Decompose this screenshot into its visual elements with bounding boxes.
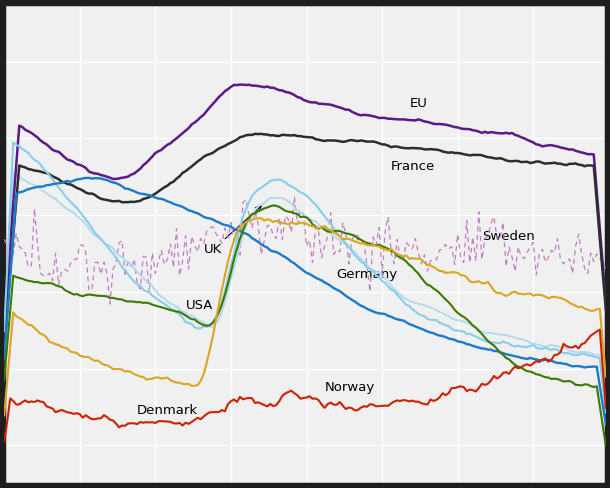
Text: UK: UK <box>204 206 261 256</box>
Text: Sweden: Sweden <box>482 230 534 243</box>
Text: Norway: Norway <box>325 381 375 394</box>
Text: USA: USA <box>185 299 213 312</box>
Text: EU: EU <box>409 97 427 110</box>
Text: Germany: Germany <box>337 268 398 281</box>
Text: France: France <box>391 160 436 173</box>
Text: Denmark: Denmark <box>137 404 198 417</box>
